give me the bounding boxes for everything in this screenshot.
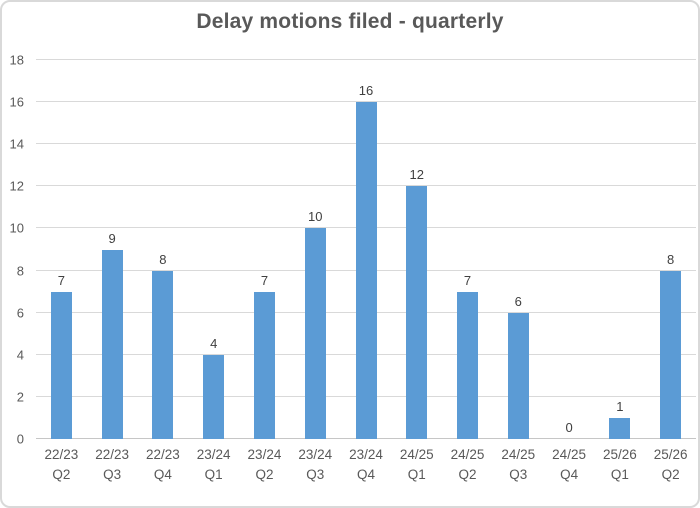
x-tick-label: 23/24 Q2 bbox=[247, 447, 282, 482]
bar-value-label: 7 bbox=[57, 272, 65, 288]
y-tick-label: 4 bbox=[16, 347, 24, 363]
bar bbox=[457, 291, 479, 439]
x-tick-label: 24/25 Q3 bbox=[501, 447, 536, 482]
x-tick-label: 22/23 Q3 bbox=[95, 447, 130, 482]
bar bbox=[253, 291, 275, 439]
bar bbox=[203, 354, 225, 439]
x-tick-label: 24/25 Q1 bbox=[399, 447, 434, 482]
bar-value-label: 7 bbox=[260, 272, 269, 288]
bar bbox=[507, 312, 529, 439]
x-tick-label: 24/25 Q2 bbox=[450, 447, 485, 482]
x-axis-tick-labels: 22/23 Q2 22/23 Q3 22/23 Q4 23/24 Q1 23/24 Q2… bbox=[36, 445, 696, 495]
bar bbox=[355, 102, 377, 439]
bar-value-label: 8 bbox=[666, 251, 675, 267]
chart-title: Delay motions filed - quarterly bbox=[196, 10, 504, 33]
bar-value-label: 12 bbox=[409, 167, 424, 183]
bar-value-label: 16 bbox=[358, 83, 374, 99]
y-tick-label: 6 bbox=[16, 305, 24, 321]
bar-value-label: 7 bbox=[463, 272, 472, 288]
y-tick-label: 8 bbox=[16, 263, 24, 279]
y-tick-label: 12 bbox=[9, 178, 24, 194]
bar-value-label: 10 bbox=[307, 209, 323, 225]
x-tick-label: 22/23 Q2 bbox=[44, 447, 79, 482]
x-tick-label: 23/24 Q4 bbox=[349, 447, 383, 482]
gridline bbox=[36, 101, 696, 103]
x-tick-label: 23/24 Q1 bbox=[196, 447, 231, 482]
bar bbox=[304, 228, 326, 439]
gridline bbox=[36, 59, 696, 60]
bar-value-label: 1 bbox=[616, 398, 624, 414]
bar-value-label: 6 bbox=[514, 293, 522, 309]
x-tick-label: 22/23 Q4 bbox=[146, 447, 180, 482]
bar bbox=[609, 417, 631, 439]
y-axis-tick-labels: 0 2 4 6 8 10 12 14 16 18 bbox=[2, 54, 28, 446]
plot-area: 7 9 8 4 7 10 16 12 7 6 0 1 8 bbox=[36, 59, 696, 439]
bar-value-label: 4 bbox=[210, 335, 218, 351]
y-tick-label: 14 bbox=[9, 136, 24, 152]
x-tick-label: 25/26 Q1 bbox=[602, 447, 637, 482]
bar-value-label: 0 bbox=[565, 420, 573, 435]
bar-value-label: 8 bbox=[159, 251, 167, 267]
y-tick-label: 2 bbox=[16, 389, 24, 405]
bar bbox=[406, 186, 428, 439]
y-tick-label: 16 bbox=[9, 94, 24, 110]
y-tick-label: 10 bbox=[9, 220, 24, 236]
bar bbox=[660, 270, 682, 439]
x-tick-label: 24/25 Q4 bbox=[552, 447, 586, 482]
bar bbox=[50, 291, 72, 439]
bar bbox=[152, 270, 174, 439]
x-tick-label: 25/26 Q2 bbox=[653, 447, 688, 482]
y-tick-label: 0 bbox=[16, 431, 24, 447]
bar-value-label: 9 bbox=[108, 230, 116, 246]
y-tick-label: 18 bbox=[9, 52, 24, 68]
x-tick-label: 23/24 Q3 bbox=[298, 447, 333, 482]
bar bbox=[101, 249, 123, 439]
